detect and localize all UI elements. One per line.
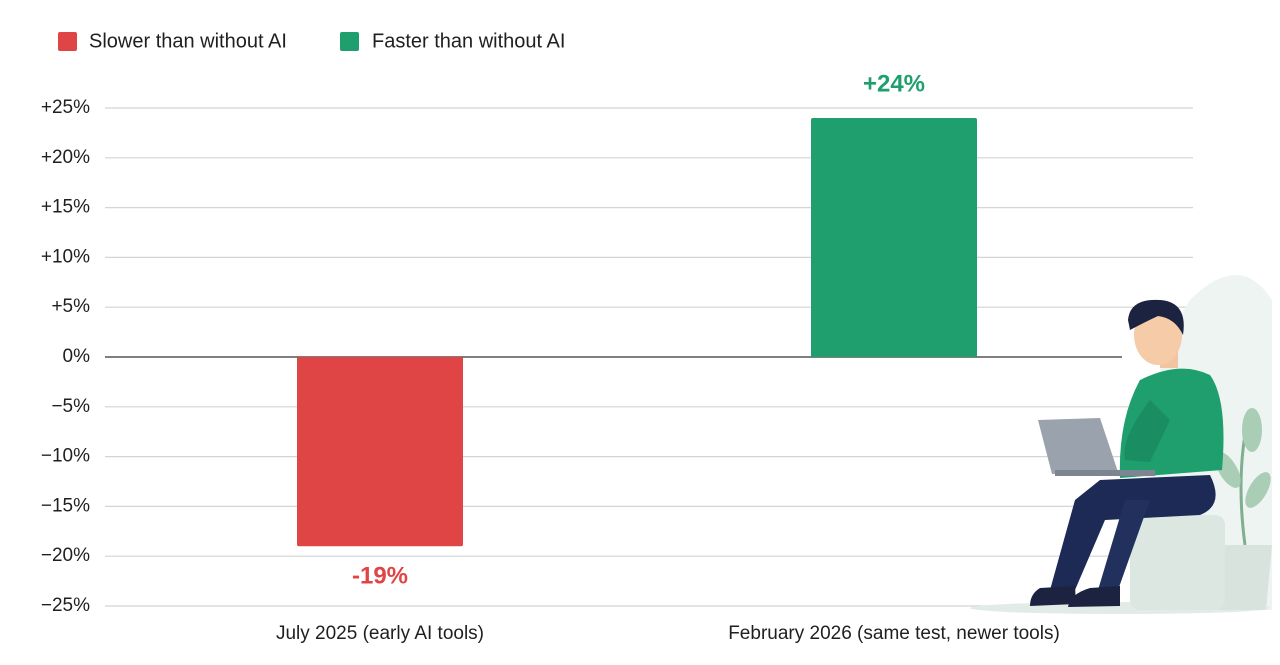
x-tick-label: February 2026 (same test, newer tools) [728, 623, 1060, 644]
leaf [1242, 408, 1262, 452]
legend-label: Faster than without AI [372, 30, 565, 52]
y-tick-label: +10% [41, 246, 90, 267]
y-tick-label: −10% [41, 446, 90, 467]
y-tick-label: −5% [51, 396, 90, 417]
shoe [1030, 586, 1076, 606]
y-tick-label: −25% [41, 595, 90, 616]
laptop-base [1055, 470, 1155, 476]
data-label: -19% [352, 563, 408, 590]
arm [1124, 400, 1170, 462]
legs [1050, 475, 1216, 590]
y-tick-label: +5% [51, 296, 90, 317]
leg [1098, 500, 1150, 590]
illustration [970, 275, 1272, 614]
y-tick-label: −15% [41, 495, 90, 516]
y-tick-label: 0% [63, 346, 91, 367]
y-tick-label: +25% [41, 97, 90, 118]
data-label: +24% [863, 70, 925, 97]
plant-pot [1212, 545, 1272, 610]
hair [1128, 299, 1184, 335]
legend-label: Slower than without AI [89, 30, 287, 52]
legend-swatch [340, 32, 359, 51]
x-tick-label: July 2025 (early AI tools) [276, 623, 484, 644]
shoe [1068, 586, 1120, 607]
laptop [1038, 418, 1118, 474]
bar [297, 357, 463, 547]
y-tick-label: +20% [41, 147, 90, 168]
legend-swatch [58, 32, 77, 51]
stool [1130, 515, 1225, 610]
legend: Slower than without AI Faster than witho… [58, 30, 565, 52]
bar [811, 117, 977, 358]
leaf [1245, 472, 1271, 508]
y-tick-label: +15% [41, 197, 90, 218]
y-tick-label: −20% [41, 545, 90, 566]
